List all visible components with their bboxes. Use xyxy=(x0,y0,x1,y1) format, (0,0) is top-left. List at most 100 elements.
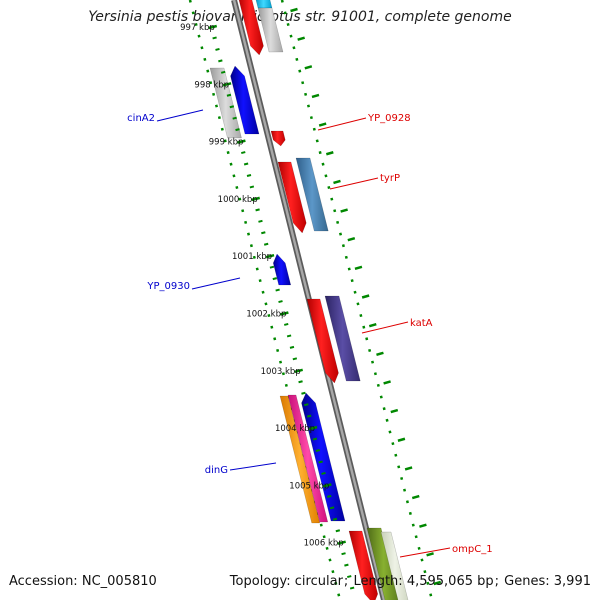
minor-tick xyxy=(226,93,232,97)
tick-label: 1003 kbp xyxy=(261,367,301,377)
reverse-cds-ding xyxy=(301,392,346,522)
genome-summary: Topology: circular; Length: 4,595,065 bp… xyxy=(229,574,591,589)
minor-tick xyxy=(215,47,220,51)
minor-tick xyxy=(218,59,223,63)
outer-tick xyxy=(333,179,341,185)
tick-mark xyxy=(265,253,275,259)
minor-tick xyxy=(283,322,289,326)
minor-tick xyxy=(298,380,303,384)
gene-label-ompc-1[interactable]: ompC_1 xyxy=(452,544,493,555)
tick-marks: 997 kbp 998 kbp 999 kbp 1000 kbp 1001 kbp 100… xyxy=(180,7,442,590)
outer-tick xyxy=(304,65,313,70)
minor-tick xyxy=(263,242,269,246)
minor-tick xyxy=(335,529,341,533)
minor-tick xyxy=(275,288,280,292)
minor-tick xyxy=(304,403,309,407)
minor-tick xyxy=(318,460,323,464)
gene-label-cina2[interactable]: cinA2 xyxy=(127,113,155,124)
topology-label: Topology: xyxy=(229,574,291,589)
minor-tick xyxy=(255,208,260,212)
tick-mark xyxy=(323,483,332,488)
tick-mark xyxy=(237,139,246,144)
minor-tick xyxy=(312,437,318,441)
outer-tick xyxy=(411,494,420,500)
gene-label-leader xyxy=(399,547,451,558)
blast-hit-steel-tyrp xyxy=(295,157,329,232)
accession-label: Accession: xyxy=(9,574,78,589)
gene-labels: cinA2 YP_0930 dinG YP_0928 tyrP katA ompC_1 xyxy=(127,109,493,558)
tick-mark xyxy=(222,82,232,87)
gene-label-yp-0930[interactable]: YP_0930 xyxy=(146,281,190,292)
tick-label: 1002 kbp xyxy=(246,310,286,320)
reverse-cds-cina2 xyxy=(230,65,260,135)
minor-tick xyxy=(347,575,352,579)
outer-tick xyxy=(376,351,384,357)
tick-label: 997 kbp xyxy=(180,23,215,33)
blast-hit-gray-cina2 xyxy=(209,67,242,139)
minor-tick xyxy=(332,517,338,521)
outer-tick xyxy=(325,151,334,156)
outer-tick xyxy=(290,7,298,13)
tick-mark xyxy=(337,540,346,545)
reverse-cds-yp0930 xyxy=(272,253,292,286)
minor-tick xyxy=(241,151,246,155)
length-label: Length: xyxy=(353,574,403,589)
minor-tick xyxy=(272,277,278,281)
minor-tick xyxy=(306,414,312,418)
minor-tick xyxy=(278,300,283,304)
blast-hit-indigo-kata xyxy=(324,295,361,382)
blast-hit-orange-ding xyxy=(279,395,321,524)
minor-tick xyxy=(258,219,263,223)
tick-mark xyxy=(294,368,304,374)
outer-tick xyxy=(311,93,320,99)
outer-tick xyxy=(426,552,434,557)
gene-label-yp-0928[interactable]: YP_0928 xyxy=(367,113,411,124)
topology-value: circular xyxy=(294,574,343,589)
tick-mark xyxy=(280,311,289,316)
blast-hit-top-gray xyxy=(257,7,284,53)
outer-tick xyxy=(419,523,427,528)
length-value: 4,595,065 bp xyxy=(406,574,494,589)
tick-mark xyxy=(208,24,218,30)
minor-tick xyxy=(246,174,252,177)
tick-label: 998 kbp xyxy=(194,80,229,90)
tick-label: 1001 kbp xyxy=(232,252,272,262)
outer-tick xyxy=(433,580,442,586)
tick-label: 1006 kbp xyxy=(304,539,344,549)
minor-tick xyxy=(235,128,240,132)
minor-tick xyxy=(329,506,335,510)
minor-tick xyxy=(249,185,255,189)
gene-label-leader xyxy=(229,462,277,471)
outer-tick xyxy=(340,208,348,213)
forward-cds-ompc1 xyxy=(348,530,379,600)
minor-tick xyxy=(321,471,326,475)
tick-mark xyxy=(251,196,261,202)
minor-tick xyxy=(289,345,295,349)
minor-tick xyxy=(341,552,346,556)
tick-label: 1004 kbp xyxy=(275,424,315,434)
forward-cds-tyrp xyxy=(277,161,307,234)
gene-label-leader xyxy=(361,321,409,334)
minor-tick xyxy=(301,391,306,395)
minor-tick xyxy=(326,494,332,498)
minor-tick xyxy=(269,265,275,269)
gene-label-tyrp[interactable]: tyrP xyxy=(380,173,400,184)
outer-tick xyxy=(404,466,413,471)
minor-tick xyxy=(243,162,249,166)
forward-cds-top xyxy=(238,0,264,56)
gene-label-ding[interactable]: dinG xyxy=(205,465,228,476)
minor-tick xyxy=(212,36,217,40)
genes-label: Genes: xyxy=(504,574,550,589)
blast-hit-pale-ompc1 xyxy=(380,531,409,600)
outer-tick xyxy=(397,437,406,442)
tick-label: 999 kbp xyxy=(209,138,244,148)
minor-tick xyxy=(349,586,355,590)
feature-tracks xyxy=(209,0,409,600)
blast-hit-olive-ompc1 xyxy=(366,527,400,600)
minor-tick xyxy=(315,449,320,452)
gene-label-kata[interactable]: katA xyxy=(410,318,433,329)
forward-cds-kata xyxy=(306,298,339,384)
blast-hit-magenta-ding xyxy=(287,394,329,523)
minor-tick xyxy=(229,105,235,109)
